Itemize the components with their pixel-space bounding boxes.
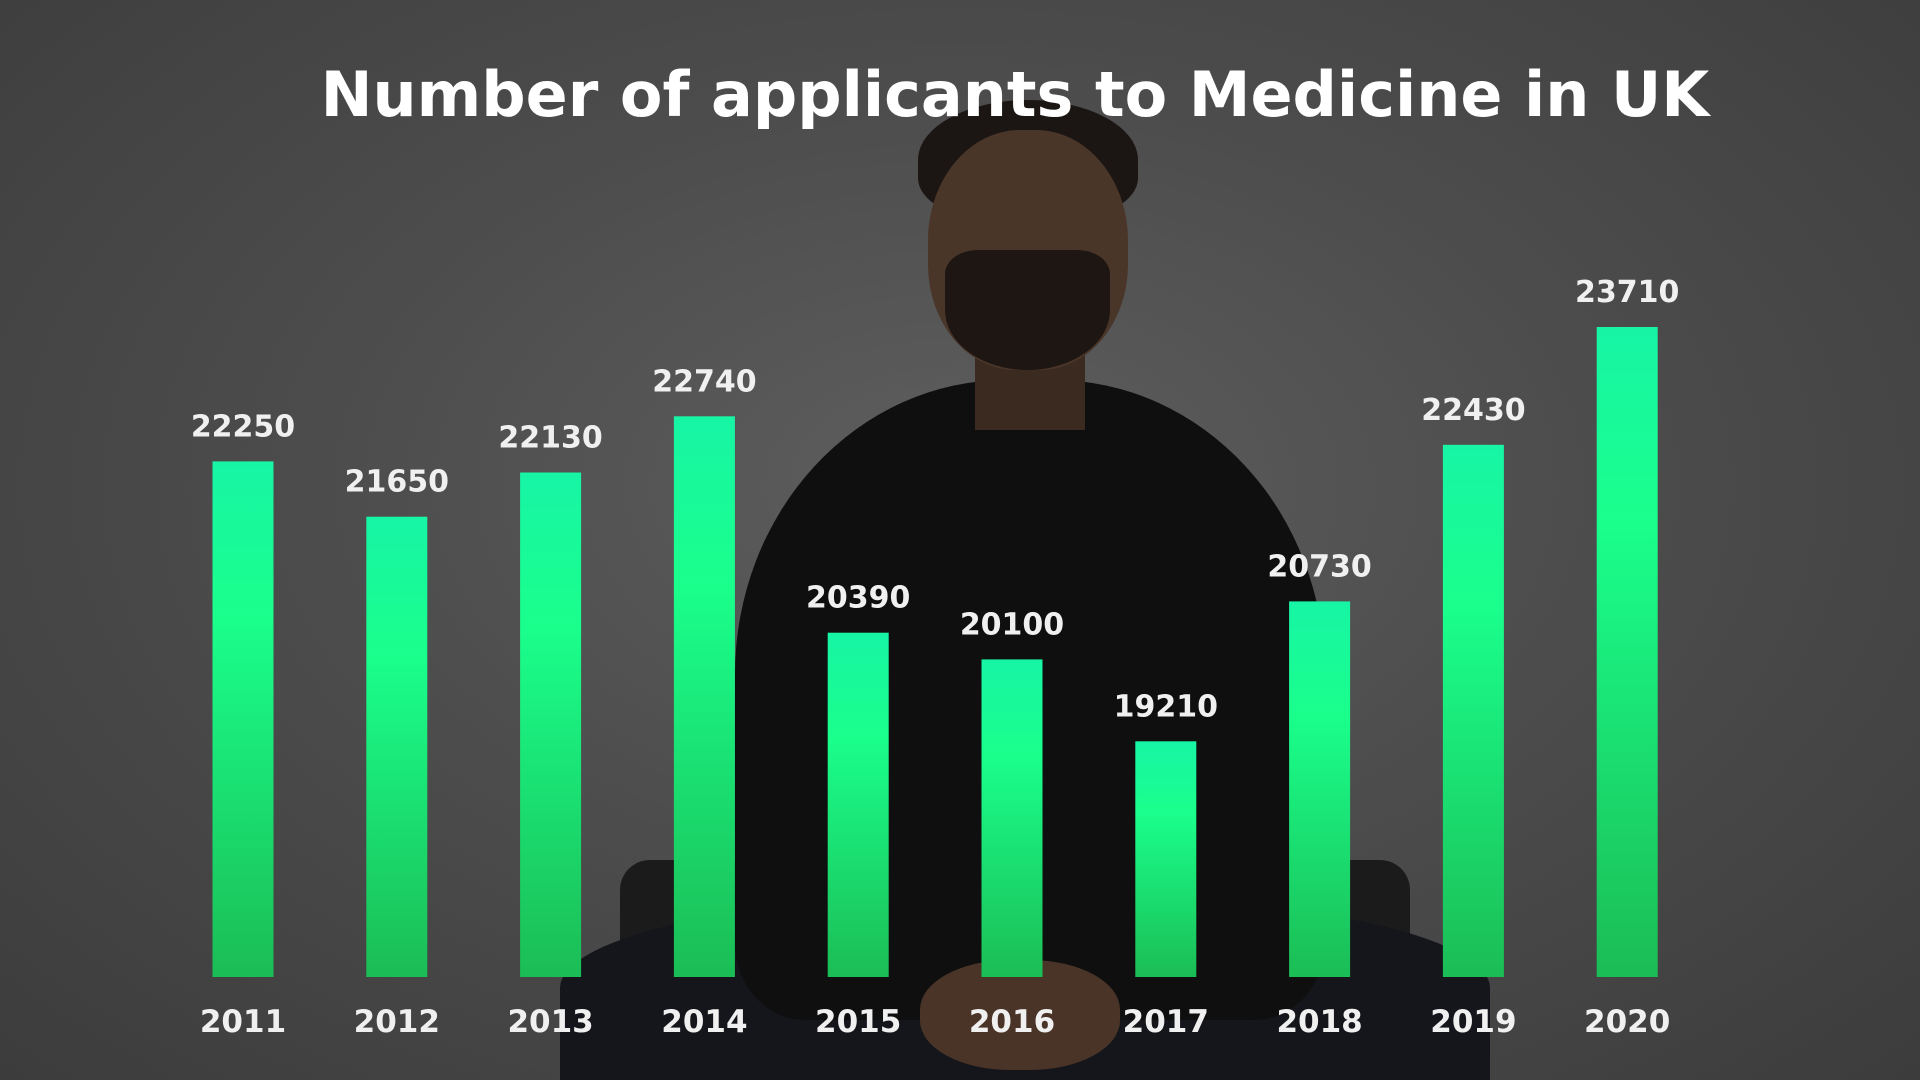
bar-2011 <box>212 461 274 977</box>
bars-group <box>212 327 1658 977</box>
year-labels-group: 2011 2012 2013 2014 2015 2016 2017 2018 2019 2020 <box>200 1004 1670 1040</box>
value-label-2017: 19210 <box>1114 689 1218 724</box>
value-label-2014: 22740 <box>652 364 756 399</box>
value-label-2012: 21650 <box>345 465 449 500</box>
bar-2017 <box>1135 741 1197 977</box>
bar-2013 <box>520 472 582 977</box>
value-label-2013: 22130 <box>498 421 602 456</box>
bar-2018 <box>1289 601 1351 977</box>
value-label-2019: 22430 <box>1421 393 1525 428</box>
year-label-2020: 2020 <box>1584 1004 1670 1040</box>
year-label-2019: 2019 <box>1430 1004 1516 1040</box>
value-label-2018: 20730 <box>1267 549 1371 584</box>
bar-2012 <box>366 516 428 977</box>
year-label-2014: 2014 <box>661 1004 747 1040</box>
chart-title: Number of applicants to Medicine in UK <box>320 58 1710 131</box>
year-label-2017: 2017 <box>1123 1004 1209 1040</box>
value-label-2016: 20100 <box>960 607 1064 642</box>
year-label-2018: 2018 <box>1276 1004 1362 1040</box>
bar-2014 <box>673 416 735 977</box>
value-labels-group: 22250 21650 22130 22740 20390 20100 19210 20730… <box>191 275 1680 724</box>
value-label-2020: 23710 <box>1575 275 1679 310</box>
year-label-2013: 2013 <box>507 1004 593 1040</box>
value-label-2011: 22250 <box>191 409 295 444</box>
bar-2016 <box>981 659 1043 977</box>
value-label-2015: 20390 <box>806 581 910 616</box>
bar-2019 <box>1442 444 1504 977</box>
year-label-2012: 2012 <box>354 1004 440 1040</box>
bar-2015 <box>827 632 889 977</box>
year-label-2011: 2011 <box>200 1004 286 1040</box>
year-label-2016: 2016 <box>969 1004 1055 1040</box>
year-label-2015: 2015 <box>815 1004 901 1040</box>
bar-2020 <box>1596 327 1658 977</box>
